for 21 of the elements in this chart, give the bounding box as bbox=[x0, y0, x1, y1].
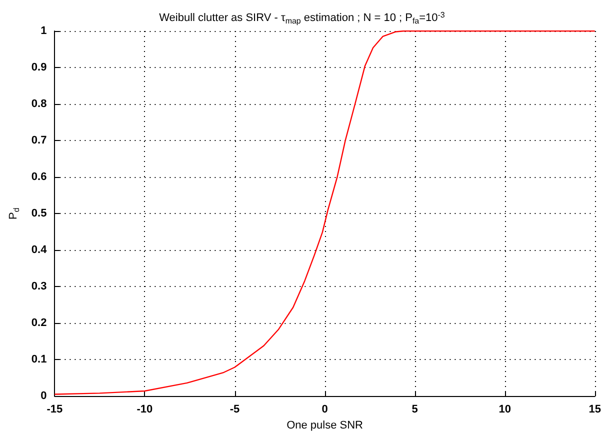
x-tick-label: 0 bbox=[322, 404, 328, 416]
y-tick-label: 0.9 bbox=[31, 62, 47, 74]
x-tick-label: -15 bbox=[46, 404, 63, 416]
y-tick-label: 0.2 bbox=[31, 317, 47, 330]
y-tick-label: 0 bbox=[40, 390, 47, 402]
x-tick-label: 10 bbox=[498, 404, 511, 416]
x-axis-title: One pulse SNR bbox=[286, 420, 364, 432]
y-tick-label: 0.3 bbox=[31, 280, 47, 293]
x-tick-label: 5 bbox=[412, 404, 418, 416]
y-tick-label: 0.6 bbox=[31, 171, 47, 184]
x-tick-label: 15 bbox=[588, 404, 602, 416]
line-series bbox=[54, 30, 596, 395]
y-tick-label: 0.7 bbox=[31, 134, 47, 147]
y-tick-label: 0.5 bbox=[31, 208, 47, 220]
y-axis-title: Pd bbox=[8, 208, 21, 220]
y-tick-label: 1 bbox=[40, 25, 47, 37]
y-tick-label: 0.4 bbox=[31, 244, 48, 256]
x-tick-label: -5 bbox=[230, 404, 240, 416]
y-tick-label: 0.8 bbox=[31, 98, 47, 110]
x-tick-label: -10 bbox=[136, 404, 153, 416]
y-tick-label: 0.1 bbox=[31, 354, 47, 366]
